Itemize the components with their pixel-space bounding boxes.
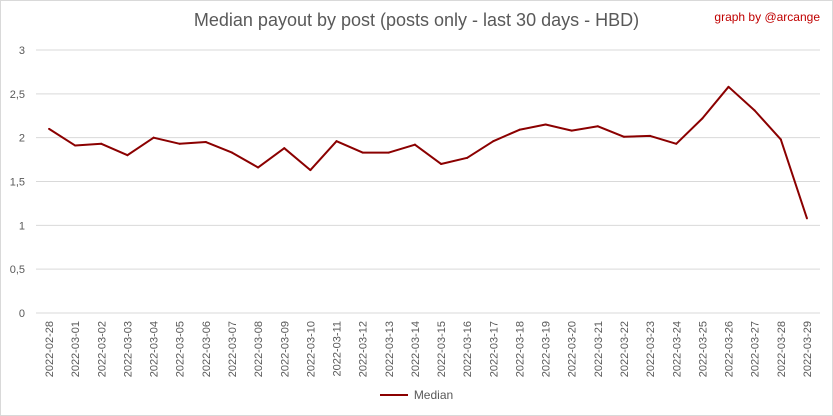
data-point	[309, 169, 312, 172]
y-tick-label: 0	[19, 308, 25, 320]
data-point	[753, 109, 756, 112]
data-point	[623, 135, 625, 138]
data-point	[701, 117, 704, 120]
x-tick-label: 2022-03-19	[541, 321, 553, 377]
x-tick-label: 2022-03-12	[358, 321, 370, 377]
x-tick-label: 2022-03-03	[122, 321, 134, 377]
y-tick-label: 0,5	[10, 264, 25, 276]
data-point	[675, 142, 678, 145]
series-layer	[48, 85, 808, 220]
x-tick-label: 2022-03-01	[70, 321, 82, 377]
legend-swatch	[379, 394, 408, 396]
data-point	[518, 128, 521, 131]
data-point	[805, 217, 808, 220]
y-tick-label: 1,5	[10, 177, 25, 189]
data-point	[48, 127, 51, 130]
data-point	[727, 85, 730, 88]
x-tick-label: 2022-02-28	[44, 321, 56, 377]
x-tick-label: 2022-03-15	[436, 321, 448, 377]
data-point	[231, 151, 233, 154]
data-point	[596, 125, 599, 128]
data-point	[466, 156, 469, 159]
y-tick-label: 2	[19, 133, 25, 145]
series-line-median	[48, 85, 808, 219]
data-point	[361, 151, 364, 154]
data-point	[335, 140, 338, 143]
x-tick-label: 2022-03-17	[488, 321, 500, 377]
y-tick-label: 2,5	[10, 89, 25, 101]
x-tick-label: 2022-03-07	[227, 321, 239, 377]
x-axis-ticks: 2022-02-28 2022-03-01 2022-03-02 2022-03-03…	[44, 321, 814, 377]
y-tick-label: 3	[19, 45, 25, 57]
legend-label: Median	[413, 388, 454, 402]
x-tick-label: 2022-03-21	[593, 321, 605, 377]
x-tick-label: 2022-03-14	[410, 321, 422, 377]
x-tick-label: 2022-03-13	[384, 321, 396, 377]
data-point	[440, 162, 443, 165]
x-tick-label: 2022-03-20	[567, 321, 579, 377]
data-point	[152, 136, 155, 139]
y-axis-ticks: 0 0,5 1 1,5 2 2,5 3	[10, 45, 25, 320]
x-tick-label: 2022-03-23	[645, 321, 657, 377]
credit-label: graph by @arcange	[714, 10, 820, 24]
data-point	[779, 138, 782, 141]
x-tick-label: 2022-03-22	[619, 321, 631, 377]
x-tick-label: 2022-03-09	[279, 321, 291, 377]
y-tick-label: 1	[19, 220, 25, 232]
x-tick-label: 2022-03-18	[514, 321, 526, 377]
x-tick-label: 2022-03-02	[96, 321, 108, 377]
data-point	[570, 129, 573, 132]
x-tick-label: 2022-03-08	[253, 321, 265, 377]
chart-title: Median payout by post (posts only - last…	[193, 10, 640, 30]
data-point	[178, 142, 181, 145]
x-tick-label: 2022-03-05	[175, 321, 187, 377]
data-point	[204, 141, 207, 144]
data-point	[387, 151, 390, 154]
data-point	[492, 140, 495, 143]
x-tick-label: 2022-03-26	[724, 321, 736, 377]
x-tick-label: 2022-03-25	[697, 321, 709, 377]
x-tick-label: 2022-03-11	[332, 321, 344, 376]
data-point	[100, 142, 103, 145]
x-tick-label: 2022-03-27	[750, 321, 762, 377]
x-tick-label: 2022-03-16	[462, 321, 474, 377]
x-tick-label: 2022-03-06	[201, 321, 213, 377]
data-point	[74, 144, 77, 147]
x-tick-label: 2022-03-04	[149, 321, 161, 377]
x-tick-label: 2022-03-28	[776, 321, 788, 377]
grid-lines	[36, 49, 820, 314]
data-point	[649, 134, 652, 137]
x-tick-label: 2022-03-10	[305, 321, 317, 377]
data-point	[413, 143, 416, 146]
x-tick-label: 2022-03-29	[802, 321, 814, 377]
data-point	[126, 154, 129, 157]
legend: Median	[1, 388, 832, 402]
x-tick-label: 2022-03-24	[671, 321, 683, 377]
data-point	[257, 166, 260, 169]
data-point	[544, 123, 547, 126]
data-point	[283, 147, 286, 150]
